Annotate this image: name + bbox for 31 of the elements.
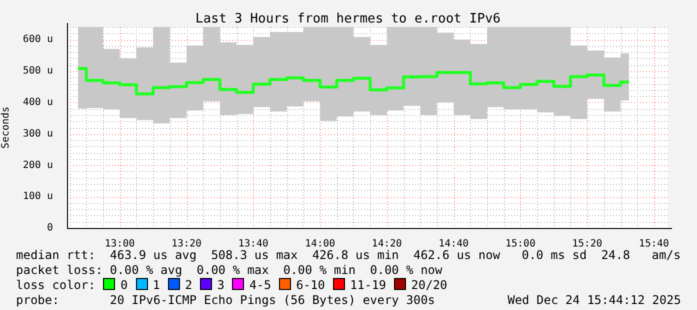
text: median rtt: 463.9 us avg 508.3 us max 426.8 us min 462.6 us now 0.0 ms sd 24.8 am/s [16, 248, 681, 263]
text: 4-5 [249, 278, 272, 292]
text: 11-19 [350, 278, 386, 292]
y-tick-label: 200 u [22, 160, 53, 171]
text: 0 [120, 278, 128, 292]
x-tick-label: 14:40 [438, 238, 469, 250]
x-tick-label: 15:20 [572, 238, 602, 250]
y-axis-title: Seconds [0, 106, 12, 149]
text: probe: 20 IPv6-ICMP Echo Pings (56 Bytes) every 300s [16, 293, 436, 307]
x-tick-label: 14:20 [372, 238, 402, 250]
text: 1 [152, 278, 160, 292]
text: 3 [217, 278, 224, 292]
x-tick-label: 13:40 [238, 238, 268, 250]
x-tick-label: 14:00 [305, 238, 336, 250]
text: packet loss: 0.00 % avg 0.00 % max 0.00 % min 0.00 % now [16, 263, 444, 278]
text: Wed Dec 24 15:44:12 2025 [508, 293, 681, 308]
y-tick-label: 600 u [22, 34, 53, 46]
x-tick-label: 15:40 [638, 238, 670, 250]
y-tick-label: 300 u [22, 128, 53, 140]
text: 6-10 [296, 278, 326, 292]
text: loss color: [16, 278, 96, 292]
x-tick-label: 15:00 [505, 238, 536, 250]
y-tick-label: 0 [46, 222, 53, 234]
chart-title: Last 3 Hours from hermes to e.root IPv6 [195, 11, 501, 26]
x-tick-label: 13:00 [104, 238, 135, 250]
y-tick-label: 100 u [22, 191, 53, 202]
x-tick-label: 13:20 [171, 238, 202, 250]
text: 20/20 [411, 278, 448, 292]
y-tick-label: 400 u [22, 96, 53, 108]
y-tick-label: 500 u [22, 66, 53, 77]
text: 2 [184, 278, 192, 292]
